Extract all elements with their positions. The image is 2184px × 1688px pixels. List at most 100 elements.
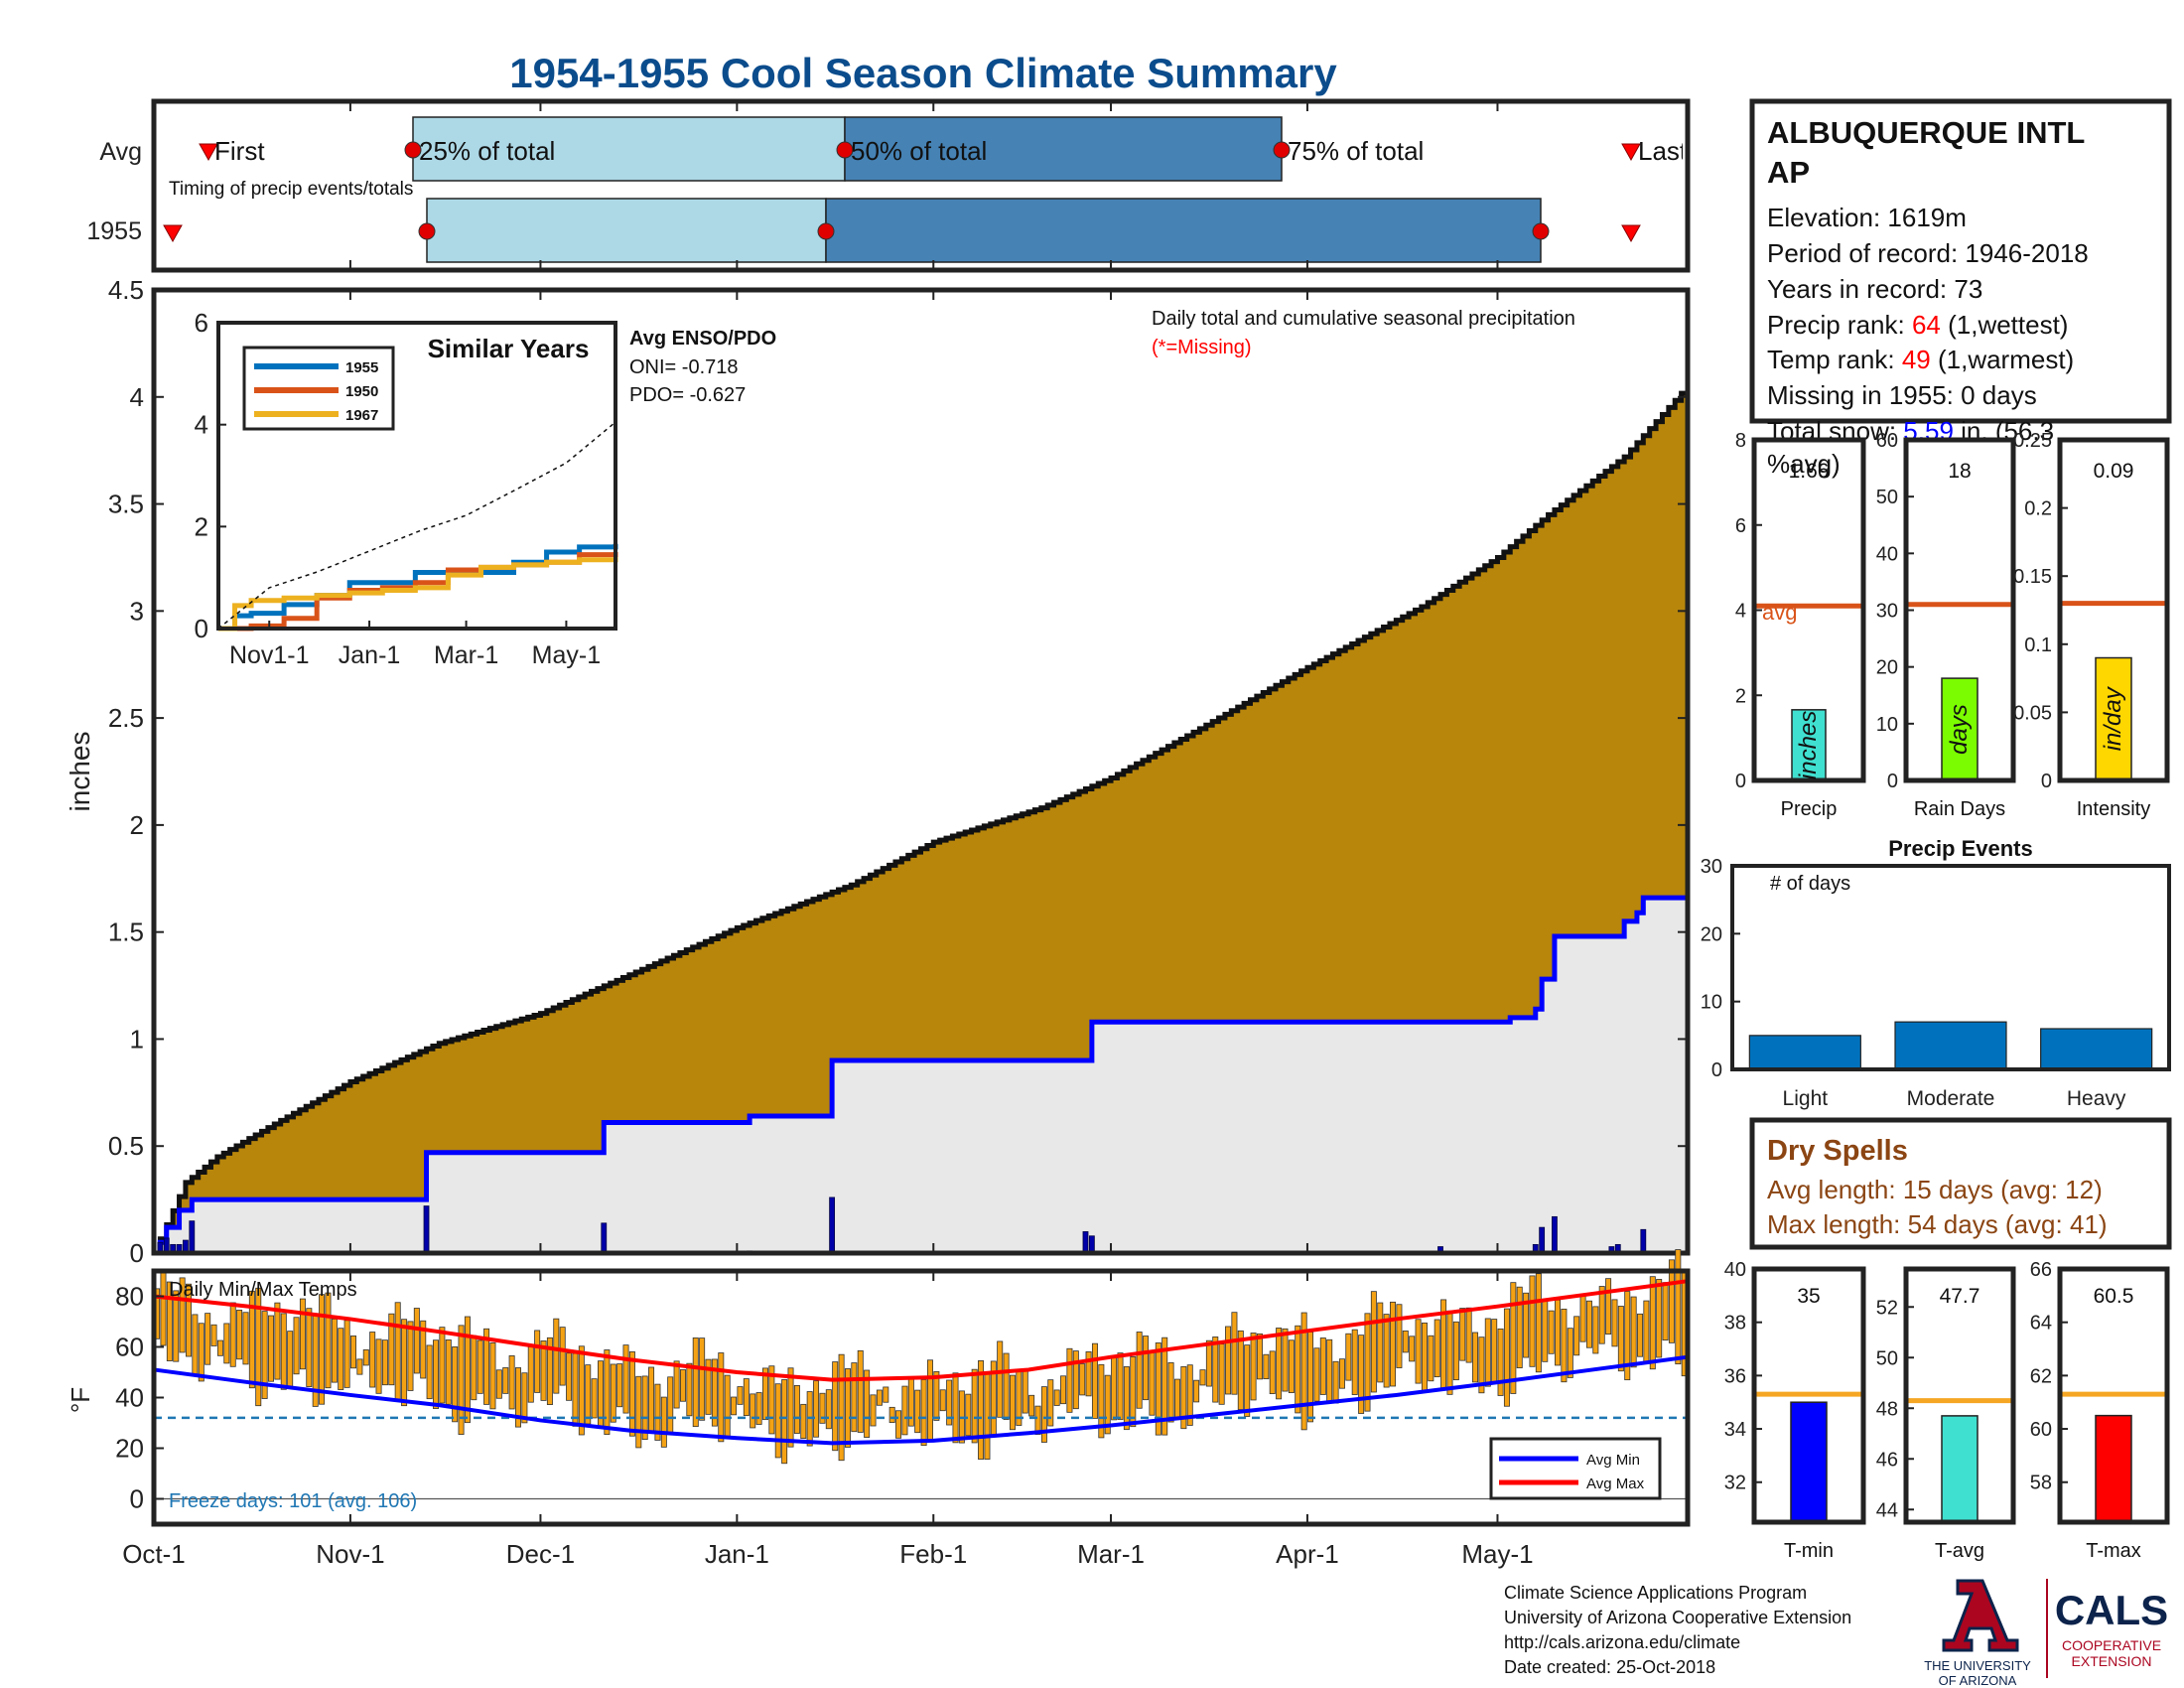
daily-temp-bar [610, 1363, 616, 1423]
timing-1955-q50-q75-bar [825, 198, 1542, 263]
precip-events-category: Light [1783, 1087, 1829, 1110]
daily-temp-bar [566, 1352, 573, 1401]
timing-caption: Timing of precip events/totals [169, 179, 413, 200]
tavg-bar [1941, 1415, 1979, 1523]
station-missing: Missing in 1955: 0 days [1767, 380, 2037, 410]
daily-temp-bar [1472, 1332, 1479, 1383]
daily-temp-bar [1205, 1339, 1212, 1387]
daily-temp-bar [1503, 1308, 1510, 1407]
main-y-tick-label: 0 [130, 1238, 144, 1268]
main-chart-y-ticks: 0 0.5 1 1.5 2 2.5 3 3.5 4 4.5 [108, 275, 1688, 1268]
inset-plot [217, 421, 618, 632]
daily-temp-bar [369, 1332, 376, 1388]
daily-temp-bar [1047, 1379, 1054, 1427]
daily-temp-bar [458, 1325, 465, 1435]
enso-pdo: PDO= -0.627 [629, 384, 746, 406]
x-axis-label: May-1 [1461, 1539, 1533, 1569]
daily-temp-bar [527, 1346, 534, 1403]
main-y-tick-label: 2 [130, 810, 144, 840]
daily-temp-bar [464, 1316, 471, 1424]
station-box-frame [1749, 98, 2172, 424]
station-elevation: Elevation: 1619m [1767, 203, 1967, 232]
daily-temp-bar [1104, 1374, 1111, 1435]
timing-1955-q25-q50-bar [426, 198, 827, 263]
inset-x-ticks: Nov1-1 Jan-1 Mar-1 May-1 [229, 621, 601, 669]
precip-y-tick-label: 4 [1735, 601, 1746, 623]
inset-y-tick-label: 2 [195, 511, 208, 541]
daily-temp-bar [761, 1367, 768, 1421]
timing-1955-q25-marker [418, 222, 436, 240]
x-axis-label: Feb-1 [899, 1539, 967, 1569]
daily-temp-bar [1561, 1308, 1568, 1383]
timing-avg-q25-marker [404, 141, 422, 159]
daily-temp-bar [1212, 1336, 1219, 1403]
timing-last-label-clip: Last [1638, 136, 1683, 166]
timing-avg-q50-marker [836, 141, 854, 159]
daily-temp-bar [585, 1364, 592, 1425]
daily-temp-bar [186, 1283, 193, 1357]
temp-legend-min: Avg Min [1586, 1452, 1640, 1469]
station-years: Years in record: 73 [1767, 274, 1982, 304]
daily-temp-bar [939, 1389, 946, 1412]
daily-temp-bar [781, 1379, 788, 1465]
tavg-label: T-avg [1935, 1540, 1984, 1562]
footer-line3: http://cals.arizona.edu/climate [1504, 1632, 1740, 1652]
rain_days-unit: days [1946, 704, 1973, 755]
intensity-y-tick-label: 0.05 [2013, 702, 2052, 724]
daily-temp-bar [743, 1378, 750, 1417]
precip-rank-suffix: (1,wettest) [1941, 310, 2069, 340]
daily-temp-bar [1675, 1249, 1682, 1365]
daily-temp-bar [888, 1406, 895, 1424]
daily-temp-bar [1592, 1306, 1599, 1354]
main-chart-plot [154, 386, 1691, 1256]
daily-temp-bar [1136, 1332, 1143, 1409]
daily-temp-bar [255, 1287, 262, 1407]
daily-temp-bar [686, 1362, 693, 1417]
dry-spells-avg: Avg length: 15 days (avg: 12) [1767, 1175, 2103, 1204]
daily-temp-bar [825, 1389, 832, 1430]
precip-events-y-tick-label: 10 [1701, 992, 1722, 1014]
dry-spells-max: Max length: 54 days (avg: 41) [1767, 1209, 2108, 1239]
temp-y-tick-label: 60 [115, 1333, 144, 1362]
daily-temp-bar [223, 1323, 230, 1364]
timing-q75-label: 75% of total [1288, 136, 1424, 166]
daily-temp-bar [667, 1376, 674, 1434]
season-x-axis-labels: Oct-1 Nov-1 Dec-1 Jan-1 Feb-1 Mar-1 Apr-1 May-1 [122, 101, 1534, 1569]
daily-temp-bar [1452, 1321, 1459, 1381]
daily-temp-bar [832, 1361, 839, 1452]
tmax-y-tick-label: 64 [2030, 1313, 2052, 1335]
tavg-y-tick-label: 50 [1876, 1347, 1898, 1369]
tavg-y-tick-label: 44 [1876, 1499, 1898, 1521]
daily-temp-bar [883, 1386, 889, 1403]
daily-temp-bar [413, 1308, 420, 1374]
daily-temp-bar [838, 1353, 845, 1462]
daily-temp-bar [578, 1345, 585, 1436]
daily-temp-bar [1091, 1342, 1098, 1419]
daily-temp-bar [356, 1358, 363, 1375]
daily-temp-bar [1598, 1286, 1605, 1344]
tmax-bar [2095, 1414, 2132, 1523]
snow-line2: %avg) [1767, 449, 1841, 479]
daily-temp-bar [1218, 1343, 1225, 1405]
daily-temp-bar [1326, 1338, 1333, 1404]
daily-temp-bar [864, 1369, 871, 1438]
intensity-y-tick-label: 0.1 [2024, 634, 2052, 656]
daily-precip-bar [1552, 1215, 1558, 1254]
daily-temp-bar [787, 1367, 794, 1448]
daily-temp-bar [1072, 1350, 1079, 1410]
timing-panel: Avg 1955 First Timing of precip events/t… [86, 98, 1691, 273]
daily-temp-bar [1428, 1335, 1434, 1382]
daily-temp-bar [1409, 1336, 1416, 1362]
daily-temp-bar [628, 1351, 635, 1437]
temp-legend-box [1489, 1437, 1662, 1500]
daily-temp-bar [343, 1320, 350, 1388]
ua-a-logo-icon [1942, 1579, 2019, 1652]
daily-temp-bar [1364, 1313, 1371, 1412]
university-of-arizona-logo: THE UNIVERSITY OF ARIZONA [1924, 1579, 2031, 1688]
daily-temp-bar [1465, 1307, 1472, 1363]
freeze-days-text: Freeze days: 101 (avg. 106) [169, 1490, 417, 1512]
figure-title: 1954-1955 Cool Season Climate Summary [509, 50, 1337, 96]
tmax-panel: 58 60 62 64 66 60.5 T-max [2030, 1259, 2170, 1562]
main-chart-annotation: Daily total and cumulative seasonal prec… [1152, 308, 1575, 330]
daily-temp-bar [1542, 1300, 1549, 1362]
